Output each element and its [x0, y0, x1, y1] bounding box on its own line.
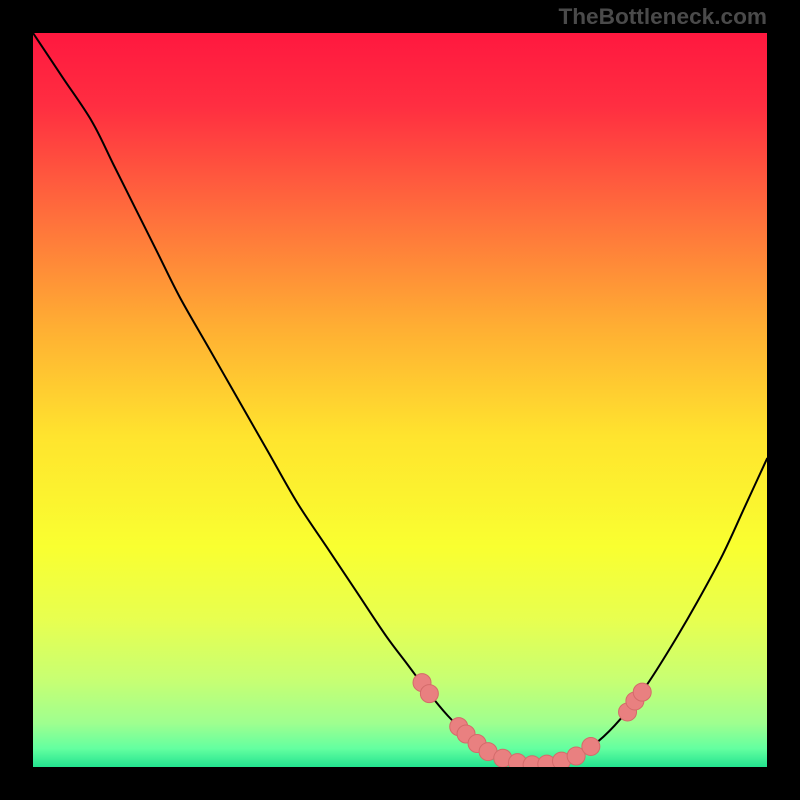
watermark-text: TheBottleneck.com	[558, 4, 767, 29]
marker-point	[633, 683, 651, 701]
marker-point	[582, 737, 600, 755]
bottleneck-chart: TheBottleneck.com	[0, 0, 800, 800]
marker-point	[420, 685, 438, 703]
plot-area	[33, 33, 767, 774]
gradient-background	[33, 33, 767, 767]
